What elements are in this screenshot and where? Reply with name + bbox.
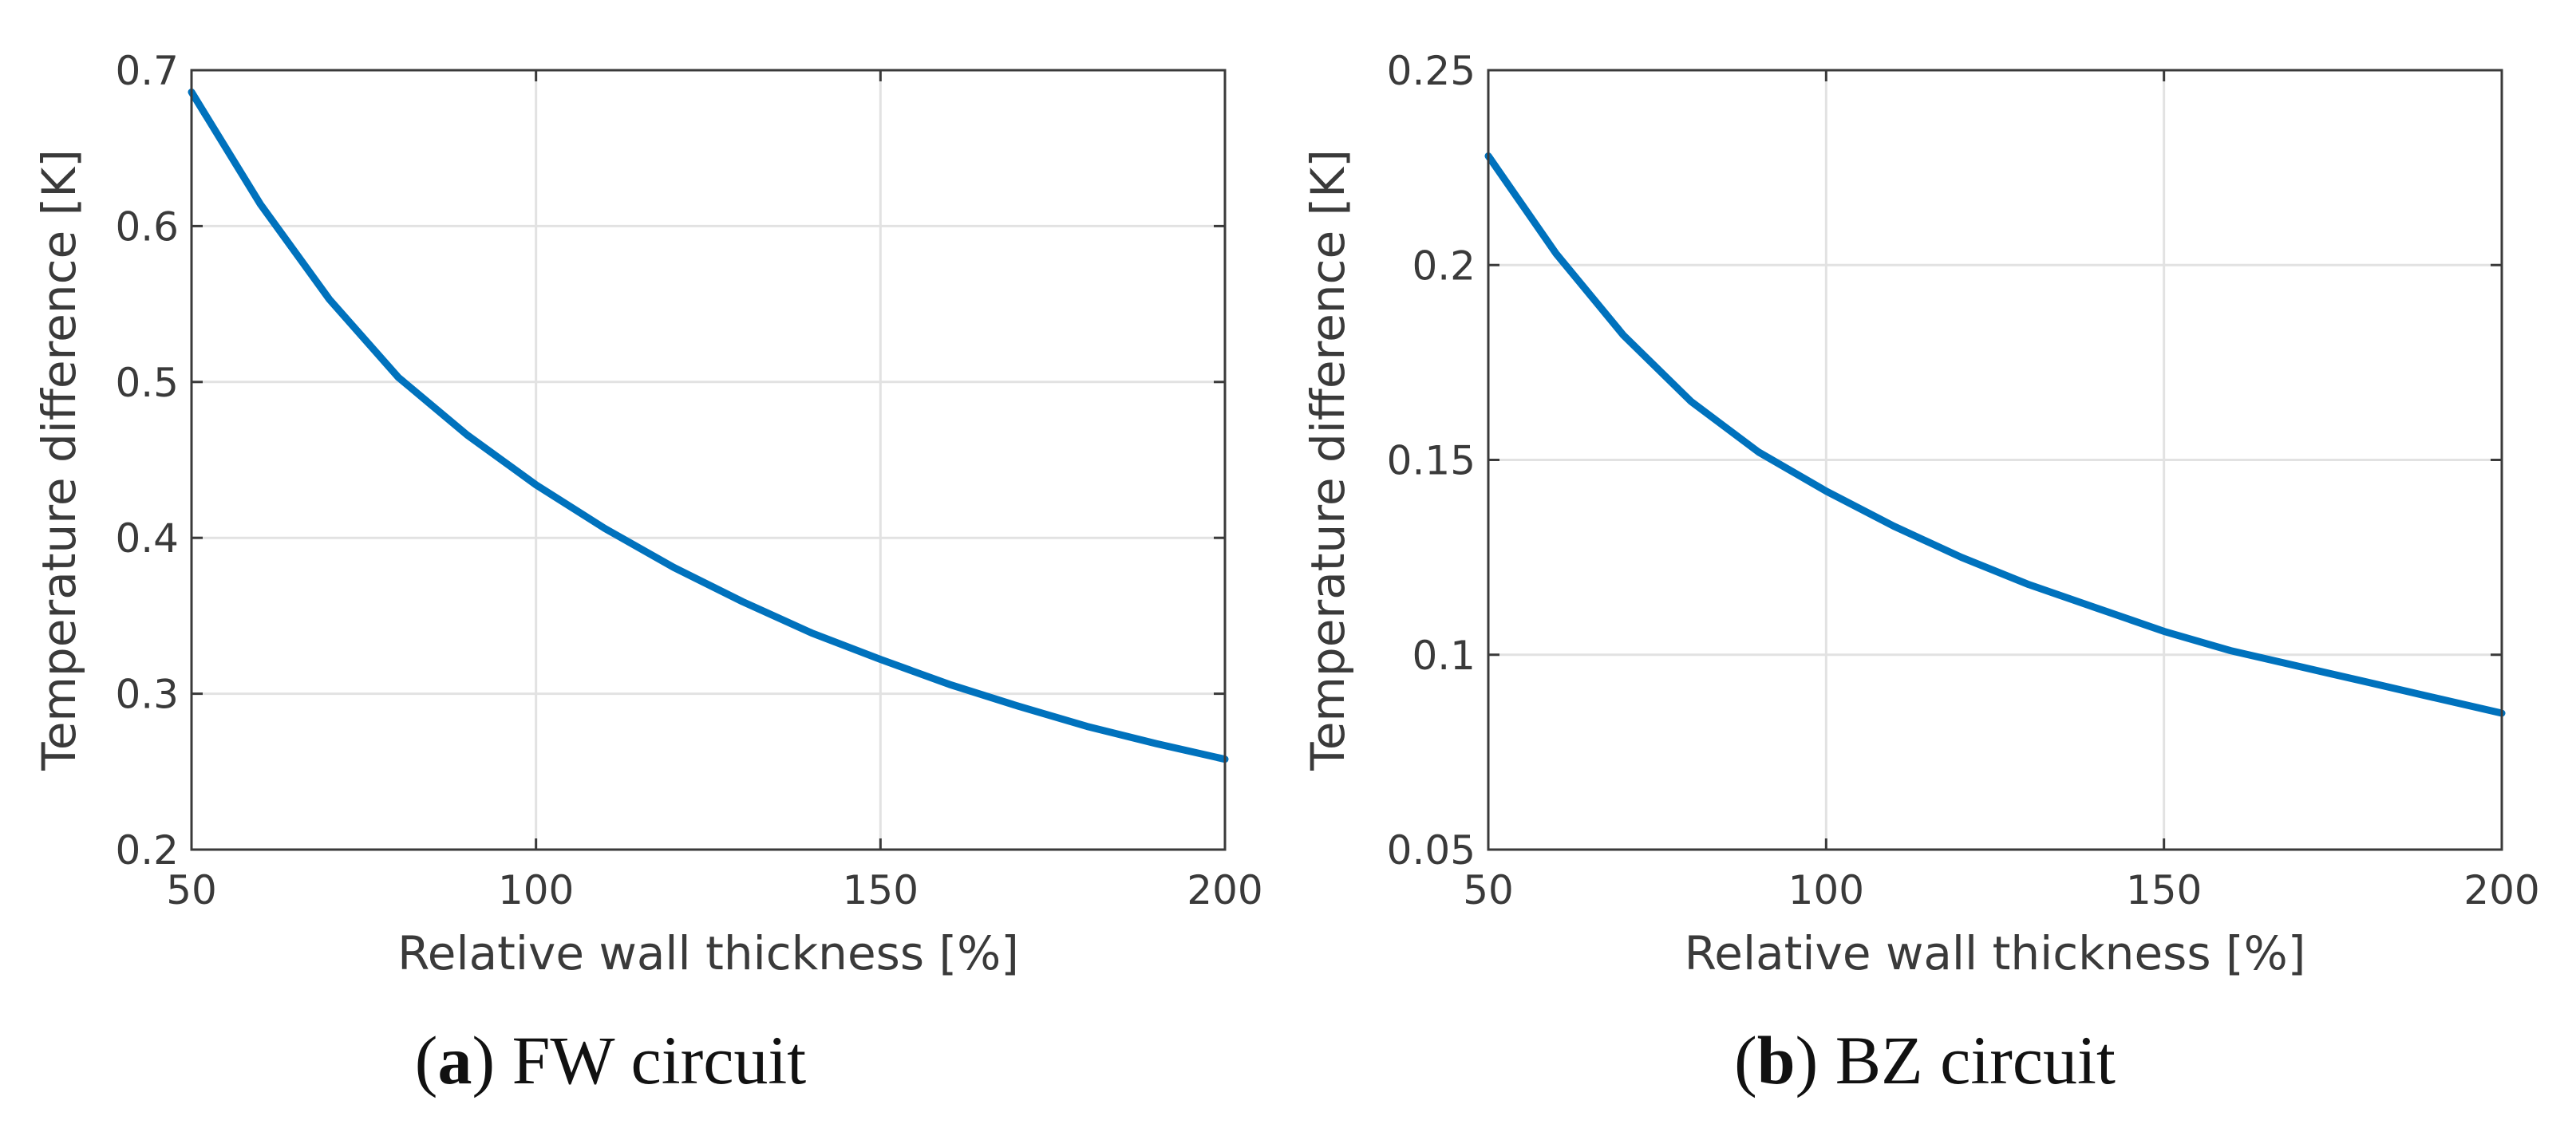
y-tick-label: 0.5 — [115, 360, 179, 406]
y-tick-label: 0.15 — [1387, 438, 1476, 484]
y-tick-label: 0.4 — [115, 515, 179, 562]
y-axis-label: Temperature difference [K] — [1301, 149, 1355, 771]
panel-b-bz-circuit: 50 100 150 200 0.05 0.1 0.15 0.2 0.25 Relative wa… — [1301, 48, 2540, 1098]
caption-letter: a — [437, 1022, 472, 1098]
x-tick-label: 50 — [1463, 867, 1514, 913]
plot-area — [192, 70, 1225, 850]
panel-a-fw-circuit: 50 100 150 200 0.2 0.3 0.4 0.5 0.6 0.7 Relative wa… — [32, 48, 1263, 1098]
x-tick-label: 150 — [2126, 867, 2202, 913]
axes-box — [190, 69, 1227, 851]
x-tick-label: 100 — [1788, 867, 1864, 913]
caption-letter: b — [1757, 1022, 1796, 1098]
x-axis-label: Relative wall thickness [%] — [397, 926, 1019, 980]
x-tick-label: 100 — [498, 867, 574, 913]
x-tick-label: 200 — [2463, 867, 2539, 913]
y-tick-label: 0.2 — [1412, 243, 1476, 289]
series-line — [1484, 152, 2506, 717]
y-tick-label: 0.6 — [115, 203, 179, 250]
panel-caption: (a) FW circuit — [415, 1022, 806, 1098]
x-tick-label: 50 — [166, 867, 217, 913]
y-axis-label: Temperature difference [K] — [32, 149, 86, 771]
y-tick-label: 0.1 — [1412, 633, 1476, 679]
y-tick-label: 0.05 — [1387, 827, 1476, 874]
series-line — [188, 88, 1229, 763]
caption-paren-close: ) — [472, 1022, 512, 1098]
caption-text: BZ circuit — [1835, 1022, 2116, 1098]
y-tick-label: 0.25 — [1387, 48, 1476, 94]
x-tick-label: 200 — [1187, 867, 1262, 913]
y-tick-label: 0.7 — [115, 48, 179, 94]
panel-caption: (b) BZ circuit — [1734, 1022, 2116, 1098]
y-tick-label: 0.3 — [115, 672, 179, 718]
y-tick-label: 0.2 — [115, 827, 179, 874]
x-axis-label: Relative wall thickness [%] — [1685, 926, 2306, 980]
caption-text: FW circuit — [512, 1022, 807, 1098]
caption-paren-open: ( — [1734, 1022, 1757, 1098]
caption-paren-open: ( — [415, 1022, 438, 1098]
x-tick-label: 150 — [843, 867, 919, 913]
caption-paren-close: ) — [1796, 1022, 1835, 1098]
